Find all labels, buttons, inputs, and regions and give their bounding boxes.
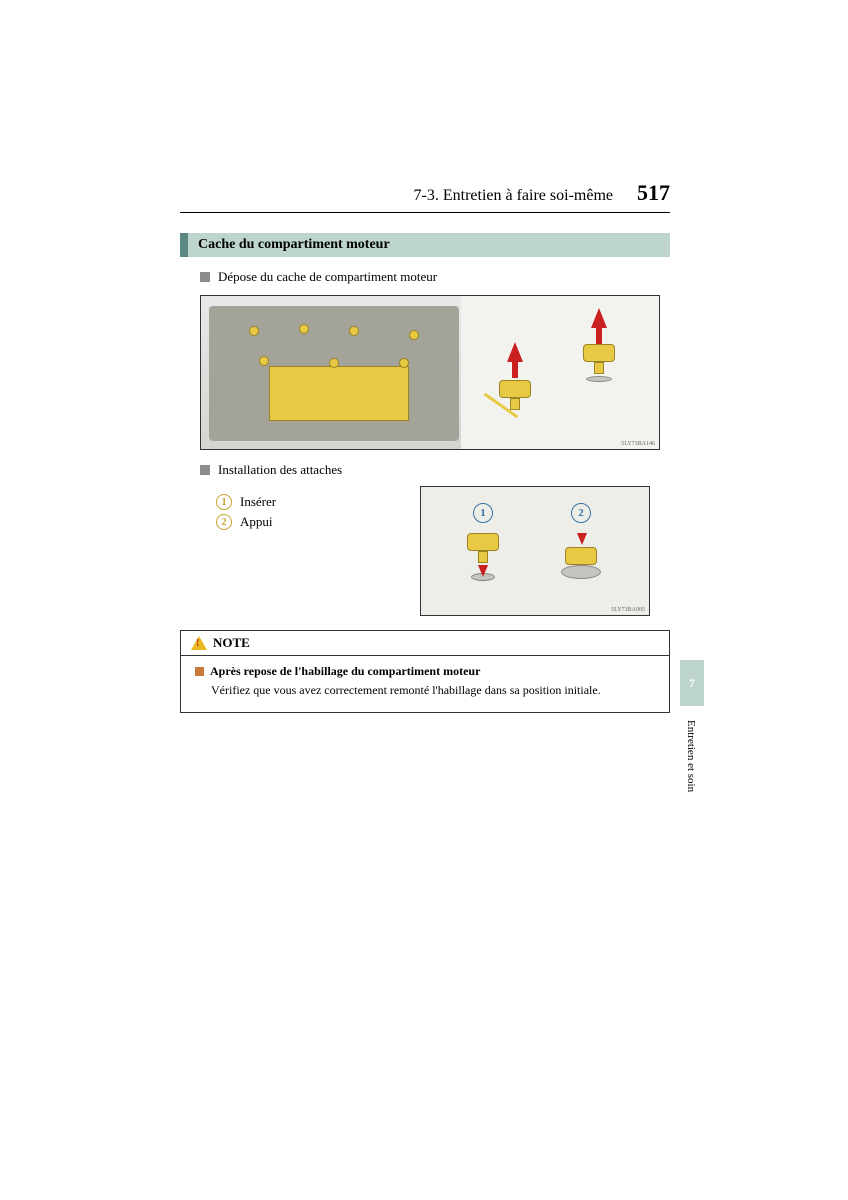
figure-code: 5LY73BA005 (611, 607, 645, 613)
arrow-stem (596, 326, 602, 344)
up-arrow-icon (591, 308, 607, 328)
chapter-reference: 7-3. Entretien à faire soi-même (414, 187, 613, 205)
engine-cover-plate (269, 366, 409, 421)
clip-indicator (329, 358, 339, 368)
step-1-label: Insérer (240, 494, 276, 510)
subsection-install-label: Installation des attaches (218, 462, 342, 478)
page-number: 517 (637, 180, 670, 206)
note-text: Vérifiez que vous avez correctement remo… (211, 683, 655, 698)
clip-indicator (409, 330, 419, 340)
arrow-stem (512, 360, 518, 378)
section-title: Cache du compartiment moteur (180, 233, 670, 257)
bullet-square-icon (200, 465, 210, 475)
step-number-icon: 1 (216, 494, 232, 510)
bullet-square-icon (200, 272, 210, 282)
clip-indicator (259, 356, 269, 366)
install-diagram: 1 2 5LY73BA005 (420, 486, 650, 616)
clip-indicator (349, 326, 359, 336)
engine-bay-illustration (209, 306, 459, 441)
clip-indicator (249, 326, 259, 336)
fastener-seated (561, 565, 601, 579)
fastener-lifted (583, 344, 615, 382)
chapter-tab-number: 7 (689, 676, 695, 691)
diagram-label-1: 1 (473, 503, 493, 523)
subsection-install: Installation des attaches (200, 462, 670, 478)
down-arrow-icon (577, 533, 587, 545)
removal-diagram: 5LY73BA146 (200, 295, 660, 450)
clip-indicator (299, 324, 309, 334)
note-header: NOTE (181, 631, 669, 656)
steps-list: 1 Insérer 2 Appui (200, 486, 420, 534)
diagram-label-2: 2 (571, 503, 591, 523)
page-header: 7-3. Entretien à faire soi-même 517 (180, 180, 670, 213)
fastener-detail-panel (461, 296, 659, 449)
chapter-tab: 7 (680, 660, 704, 706)
note-subtitle: Après repose de l'habillage du compartim… (210, 664, 480, 679)
clip-indicator (399, 358, 409, 368)
step-2: 2 Appui (216, 514, 420, 530)
figure-code: 5LY73BA146 (621, 441, 655, 447)
note-title: NOTE (213, 635, 250, 651)
note-box: NOTE Après repose de l'habillage du comp… (180, 630, 670, 713)
up-arrow-icon (507, 342, 523, 362)
step-number-icon: 2 (216, 514, 232, 530)
subsection-removal-label: Dépose du cache de compartiment moteur (218, 269, 437, 285)
note-subtitle-row: Après repose de l'habillage du compartim… (195, 664, 655, 679)
warning-triangle-icon (191, 636, 207, 650)
bullet-square-icon (195, 667, 204, 676)
chapter-side-label: Entretien et soin (685, 720, 697, 792)
fastener-push (565, 547, 597, 565)
fastener-insert (467, 533, 499, 563)
subsection-removal: Dépose du cache de compartiment moteur (200, 269, 670, 285)
step-2-label: Appui (240, 514, 273, 530)
down-arrow-icon (478, 565, 488, 577)
step-1: 1 Insérer (216, 494, 420, 510)
